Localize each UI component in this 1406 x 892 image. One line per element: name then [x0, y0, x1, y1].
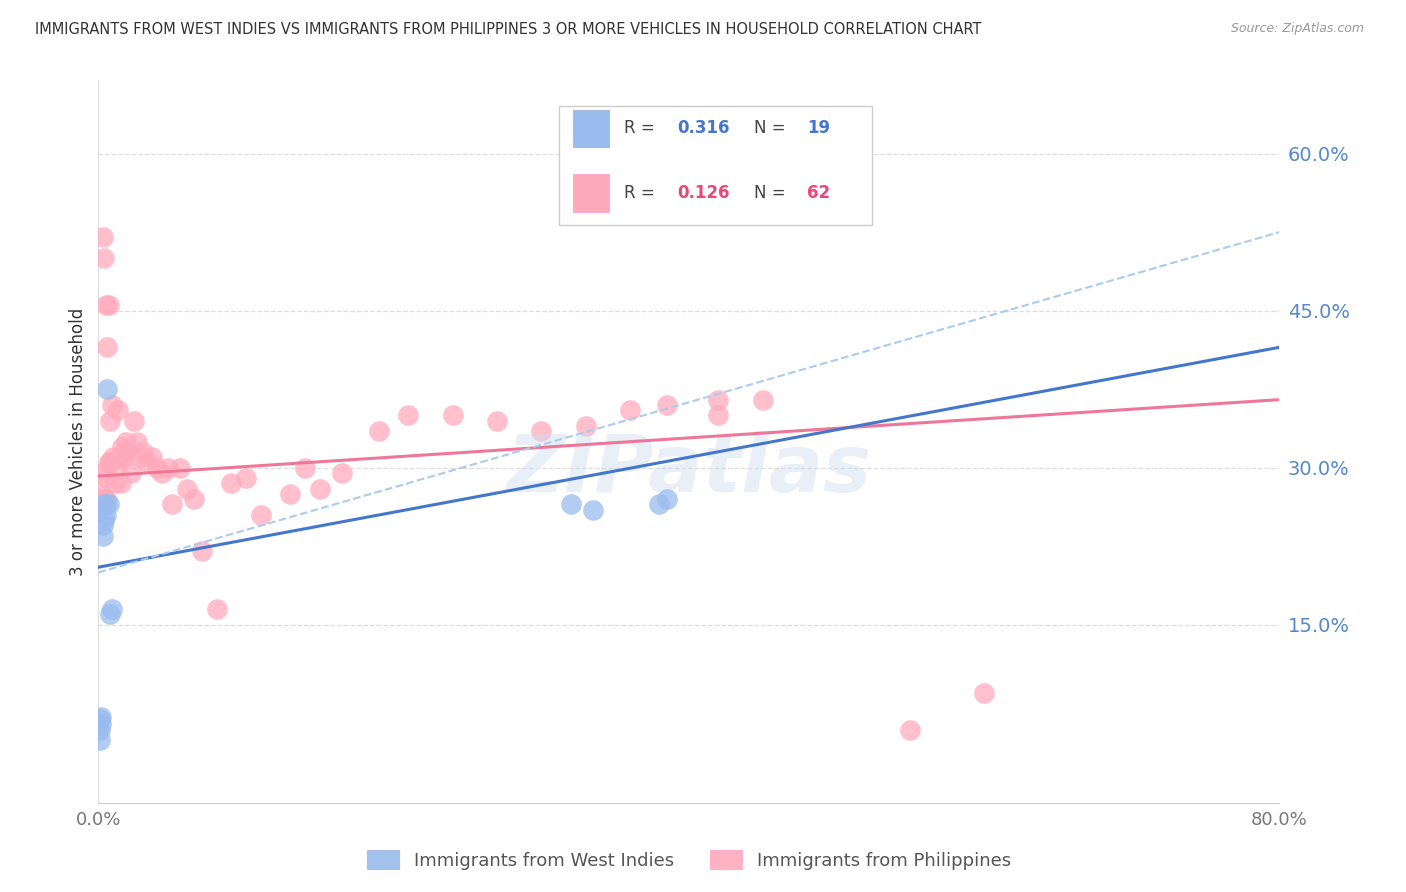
Point	[98, 607, 121, 622]
Text: ZIPatlas: ZIPatlas	[506, 432, 872, 509]
Point	[94, 298, 117, 312]
Point	[136, 455, 159, 469]
Point	[98, 414, 121, 428]
Text: R =: R =	[624, 120, 659, 137]
Point	[91, 230, 114, 244]
Point	[176, 482, 198, 496]
Text: 62: 62	[807, 184, 830, 202]
Point	[89, 466, 111, 480]
Point	[162, 497, 183, 511]
Text: 0.126: 0.126	[678, 184, 730, 202]
Point	[294, 460, 316, 475]
Point	[582, 502, 605, 516]
Point	[97, 455, 120, 469]
Point	[104, 476, 127, 491]
Point	[191, 544, 214, 558]
Legend: Immigrants from West Indies, Immigrants from Philippines: Immigrants from West Indies, Immigrants …	[360, 843, 1018, 877]
Point	[441, 409, 464, 423]
Point	[278, 487, 302, 501]
Point	[122, 414, 145, 428]
Point	[90, 717, 112, 731]
Point	[125, 434, 148, 449]
Point	[90, 487, 112, 501]
Point	[94, 492, 117, 507]
Point	[93, 497, 115, 511]
Point	[530, 424, 553, 438]
Point	[91, 492, 114, 507]
Point	[132, 445, 155, 459]
Point	[103, 450, 125, 465]
Point	[94, 497, 117, 511]
Point	[396, 409, 419, 423]
Point	[98, 455, 121, 469]
Point	[150, 466, 173, 480]
Point	[96, 471, 118, 485]
Point	[751, 392, 773, 407]
Text: Source: ZipAtlas.com: Source: ZipAtlas.com	[1230, 22, 1364, 36]
Point	[486, 414, 509, 428]
Point	[97, 298, 120, 312]
Point	[93, 513, 115, 527]
Point	[574, 418, 596, 433]
Point	[973, 686, 995, 700]
Text: N =: N =	[754, 184, 790, 202]
Point	[89, 712, 111, 726]
Point	[91, 518, 114, 533]
Point	[89, 723, 111, 737]
Point	[655, 492, 678, 507]
Point	[648, 497, 671, 511]
Point	[117, 445, 139, 459]
Y-axis label: 3 or more Vehicles in Household: 3 or more Vehicles in Household	[69, 308, 87, 575]
Point	[108, 450, 131, 465]
Point	[219, 476, 242, 491]
Text: 0.316: 0.316	[678, 120, 730, 137]
Point	[111, 440, 134, 454]
FancyBboxPatch shape	[574, 174, 609, 211]
Point	[96, 382, 118, 396]
Point	[368, 424, 391, 438]
Point	[205, 602, 228, 616]
Point	[94, 508, 117, 522]
Point	[89, 733, 111, 747]
Point	[235, 471, 257, 485]
Point	[619, 403, 641, 417]
Point	[560, 497, 582, 511]
Point	[707, 392, 730, 407]
Point	[97, 497, 120, 511]
Text: R =: R =	[624, 184, 659, 202]
Point	[183, 492, 205, 507]
Point	[115, 434, 138, 449]
Point	[128, 450, 150, 465]
FancyBboxPatch shape	[574, 110, 609, 147]
Point	[93, 492, 115, 507]
Text: N =: N =	[754, 120, 790, 137]
Point	[309, 482, 332, 496]
Point	[120, 466, 142, 480]
Point	[330, 466, 353, 480]
Point	[655, 398, 678, 412]
Point	[114, 445, 136, 459]
Point	[156, 460, 179, 475]
Point	[107, 403, 129, 417]
Point	[250, 508, 273, 522]
Point	[100, 602, 122, 616]
Point	[146, 460, 169, 475]
Text: 19: 19	[807, 120, 830, 137]
FancyBboxPatch shape	[560, 105, 872, 225]
Point	[105, 460, 128, 475]
Point	[112, 450, 135, 465]
Point	[169, 460, 191, 475]
Point	[141, 450, 163, 465]
Point	[900, 723, 922, 737]
Point	[100, 398, 122, 412]
Point	[90, 710, 112, 724]
Text: IMMIGRANTS FROM WEST INDIES VS IMMIGRANTS FROM PHILIPPINES 3 OR MORE VEHICLES IN: IMMIGRANTS FROM WEST INDIES VS IMMIGRANT…	[35, 22, 981, 37]
Point	[93, 252, 115, 266]
Point	[96, 340, 118, 354]
Point	[91, 529, 114, 543]
Point	[110, 476, 132, 491]
Point	[707, 409, 730, 423]
